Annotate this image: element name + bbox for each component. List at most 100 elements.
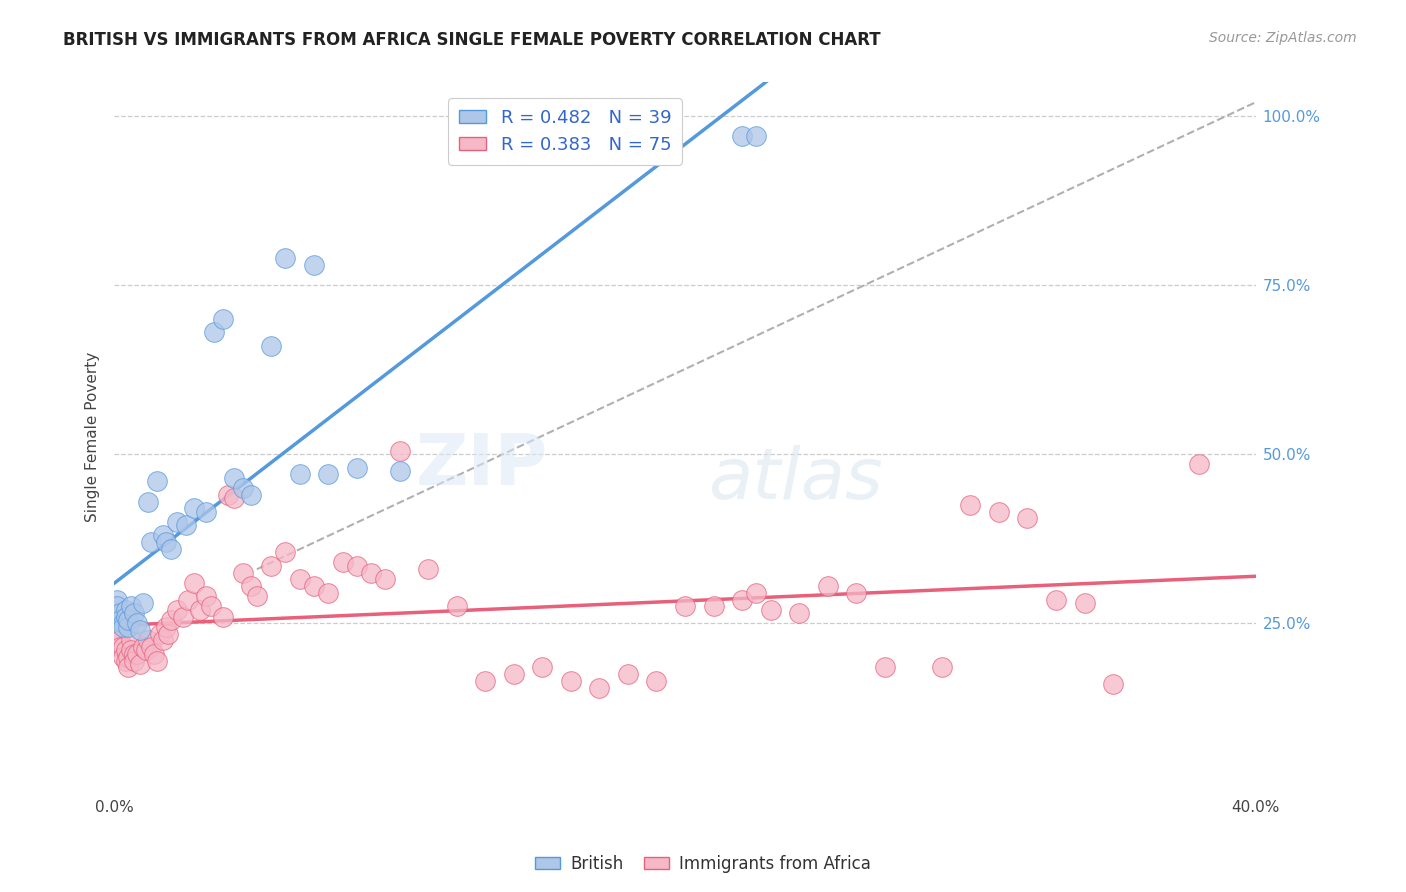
Point <box>160 613 183 627</box>
Point <box>388 443 411 458</box>
Text: BRITISH VS IMMIGRANTS FROM AFRICA SINGLE FEMALE POVERTY CORRELATION CHART: BRITISH VS IMMIGRANTS FROM AFRICA SINGLE… <box>63 31 882 49</box>
Point <box>274 545 297 559</box>
Point <box>114 609 136 624</box>
Point <box>157 626 180 640</box>
Point <box>274 251 297 265</box>
Point <box>987 505 1010 519</box>
Point <box>108 640 131 654</box>
Point <box>260 339 283 353</box>
Point <box>302 258 325 272</box>
Text: atlas: atlas <box>707 445 883 515</box>
Point <box>117 620 139 634</box>
Point <box>446 599 468 614</box>
Point <box>125 647 148 661</box>
Point <box>194 590 217 604</box>
Point <box>211 311 233 326</box>
Point <box>232 566 254 580</box>
Point <box>117 650 139 665</box>
Point <box>135 643 157 657</box>
Point <box>122 606 145 620</box>
Point <box>240 488 263 502</box>
Point <box>146 654 169 668</box>
Point <box>183 501 205 516</box>
Point <box>166 515 188 529</box>
Point <box>155 620 177 634</box>
Point <box>141 535 163 549</box>
Point <box>260 558 283 573</box>
Point <box>211 609 233 624</box>
Point <box>374 573 396 587</box>
Point <box>617 667 640 681</box>
Point <box>105 599 128 614</box>
Point <box>174 518 197 533</box>
Point <box>332 556 354 570</box>
Point <box>217 488 239 502</box>
Point <box>416 562 439 576</box>
Point <box>288 573 311 587</box>
Point <box>108 633 131 648</box>
Point <box>1017 511 1039 525</box>
Point <box>346 558 368 573</box>
Point <box>360 566 382 580</box>
Point <box>1188 458 1211 472</box>
Point <box>745 586 768 600</box>
Point <box>759 603 782 617</box>
Point <box>531 660 554 674</box>
Point <box>188 603 211 617</box>
Point <box>194 505 217 519</box>
Point <box>316 586 339 600</box>
Point <box>141 640 163 654</box>
Point <box>183 575 205 590</box>
Point <box>160 541 183 556</box>
Point <box>149 626 172 640</box>
Point <box>111 616 134 631</box>
Point <box>240 579 263 593</box>
Point <box>222 471 245 485</box>
Point <box>146 475 169 489</box>
Point <box>114 654 136 668</box>
Point <box>128 657 150 671</box>
Point <box>873 660 896 674</box>
Point <box>302 579 325 593</box>
Point <box>117 613 139 627</box>
Point <box>931 660 953 674</box>
Point <box>1073 596 1095 610</box>
Point <box>731 592 754 607</box>
Point <box>105 626 128 640</box>
Point <box>143 647 166 661</box>
Point <box>202 326 225 340</box>
Point <box>132 640 155 654</box>
Point <box>117 660 139 674</box>
Point <box>588 681 610 695</box>
Point <box>959 498 981 512</box>
Point <box>152 528 174 542</box>
Point <box>152 633 174 648</box>
Point <box>645 673 668 688</box>
Text: Source: ZipAtlas.com: Source: ZipAtlas.com <box>1209 31 1357 45</box>
Point <box>108 606 131 620</box>
Point <box>232 481 254 495</box>
Point <box>122 647 145 661</box>
Legend: R = 0.482   N = 39, R = 0.383   N = 75: R = 0.482 N = 39, R = 0.383 N = 75 <box>449 98 682 165</box>
Point <box>222 491 245 505</box>
Point <box>120 643 142 657</box>
Point <box>114 643 136 657</box>
Point <box>120 633 142 648</box>
Point <box>111 640 134 654</box>
Point <box>731 129 754 144</box>
Legend: British, Immigrants from Africa: British, Immigrants from Africa <box>529 848 877 880</box>
Point <box>246 590 269 604</box>
Point <box>817 579 839 593</box>
Point <box>288 467 311 482</box>
Point <box>474 673 496 688</box>
Point <box>111 620 134 634</box>
Point <box>702 599 724 614</box>
Point <box>200 599 222 614</box>
Point <box>316 467 339 482</box>
Point <box>560 673 582 688</box>
Point <box>111 650 134 665</box>
Point <box>787 606 810 620</box>
Point <box>177 592 200 607</box>
Point <box>132 596 155 610</box>
Point <box>125 616 148 631</box>
